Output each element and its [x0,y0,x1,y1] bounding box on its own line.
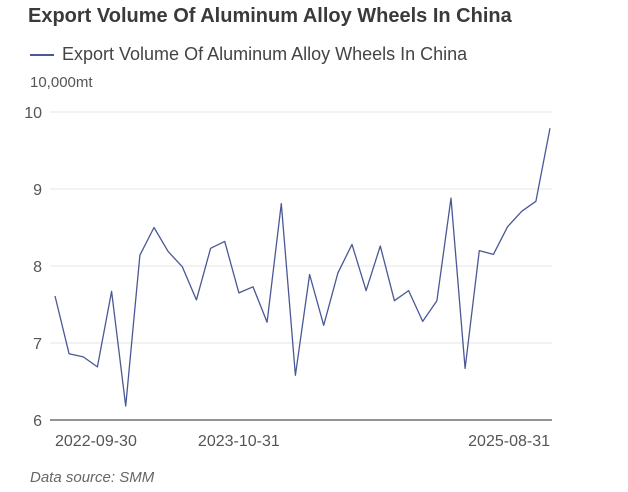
data-point [292,372,298,378]
legend-line-icon [30,53,54,56]
data-point [66,351,72,357]
data-point [321,322,327,328]
data-point [52,293,58,299]
data-point [391,298,397,304]
data-point [208,245,214,251]
data-point [137,252,143,258]
data-point [349,241,355,247]
data-point [533,198,539,204]
legend-label: Export Volume Of Aluminum Alloy Wheels I… [62,44,468,64]
data-point [236,290,242,296]
data-point [406,288,412,294]
data-point [123,403,129,409]
data-point [307,271,313,277]
data-point [420,318,426,324]
x-tick-label: 2022-09-30 [55,433,137,450]
data-point [165,248,171,254]
data-point [264,319,270,325]
data-point [109,288,115,294]
data-point [448,195,454,201]
y-tick-label: 10 [24,105,42,122]
series-line [54,128,551,407]
x-tick-label: 2023-10-31 [198,433,280,450]
y-tick-label: 9 [33,182,42,199]
data-point [490,251,496,257]
data-point [250,284,256,290]
y-tick-label: 7 [33,336,42,353]
data-point [377,243,383,249]
data-point [462,365,468,371]
data-point [151,225,157,231]
y-tick-label: 6 [33,413,42,430]
data-point [547,125,553,131]
data-point [335,270,341,276]
data-point [80,354,86,360]
data-point [222,238,228,244]
y-axis-unit: 10,000mt [30,74,93,91]
data-point [179,264,185,270]
data-point [94,364,100,370]
data-point [519,208,525,214]
chart-title: Export Volume Of Aluminum Alloy Wheels I… [28,5,512,27]
data-point [476,248,482,254]
data-point [434,298,440,304]
data-point [505,224,511,230]
y-tick-label: 8 [33,259,42,276]
x-tick-label: 2025-08-31 [468,433,550,450]
data-point [193,297,199,303]
data-source: Data source: SMM [30,469,155,486]
legend-item[interactable]: Export Volume Of Aluminum Alloy Wheels I… [30,44,467,65]
data-point [363,288,369,294]
data-point [278,201,284,207]
